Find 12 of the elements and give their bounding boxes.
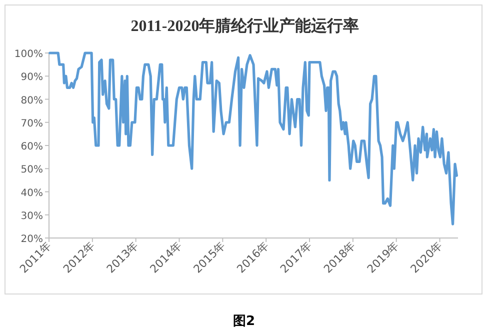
- y-tick-label: 20%: [20, 234, 43, 245]
- y-tick-label: 100%: [14, 49, 43, 60]
- y-tick-label: 70%: [20, 118, 43, 130]
- y-tick-label: 30%: [20, 210, 43, 222]
- y-tick-label: 50%: [20, 164, 43, 176]
- y-tick-label: 90%: [20, 72, 43, 84]
- y-tick-label: 80%: [20, 95, 43, 106]
- chart-title: 2011-2020年腈纶行业产能运行率: [130, 16, 360, 35]
- y-tick-label: 40%: [20, 188, 43, 199]
- caption: 图2: [232, 314, 256, 329]
- line-series: [48, 52, 458, 226]
- y-tick-label: 60%: [20, 142, 43, 152]
